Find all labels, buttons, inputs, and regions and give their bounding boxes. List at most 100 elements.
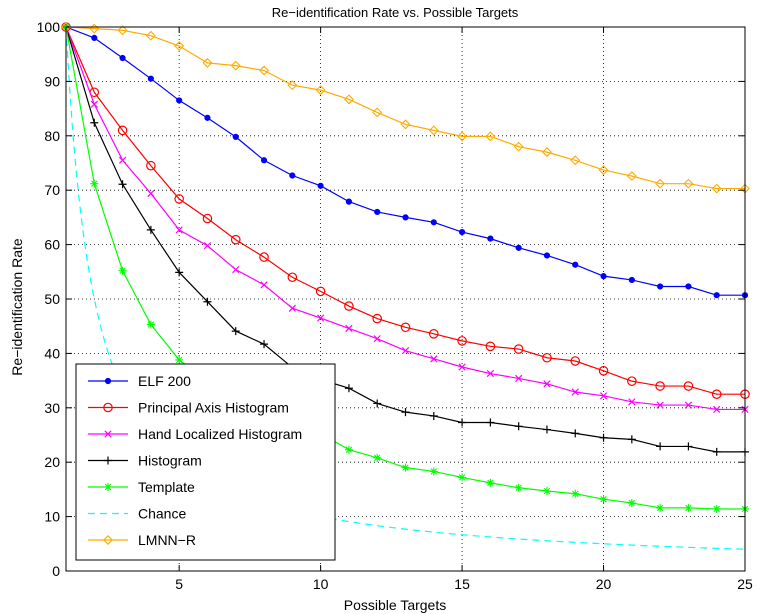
data-point <box>428 125 439 136</box>
data-point <box>146 320 155 329</box>
y-axis-title: Re−identification Rate <box>9 238 25 376</box>
data-point <box>543 252 551 259</box>
data-point <box>571 388 579 396</box>
data-point <box>259 252 269 262</box>
data-point <box>712 504 721 513</box>
series-line <box>65 26 745 395</box>
data-point <box>372 313 383 324</box>
legend-item: Histogram <box>88 453 202 469</box>
data-point <box>90 100 98 108</box>
data-point <box>542 487 551 496</box>
data-point <box>118 180 127 189</box>
data-point <box>598 165 609 176</box>
data-point <box>429 467 438 476</box>
legend-label: Histogram <box>138 453 202 469</box>
data-point <box>175 268 184 277</box>
data-point <box>231 327 240 336</box>
data-point <box>457 336 467 346</box>
legend-marker <box>104 483 112 491</box>
data-point <box>684 503 693 512</box>
y-tick-label: 50 <box>44 291 60 307</box>
data-point <box>515 374 523 383</box>
legend-label: Principal Axis Histogram <box>138 400 289 416</box>
data-point <box>485 341 496 352</box>
data-point <box>599 495 608 504</box>
data-point <box>146 160 156 171</box>
y-tick-label: 40 <box>44 345 60 361</box>
legend-marker <box>104 456 112 465</box>
data-point <box>628 398 636 406</box>
data-point <box>487 235 494 242</box>
legend-item: Hand Localized Histogram <box>88 426 302 442</box>
data-point <box>570 356 581 366</box>
legend-box <box>75 363 336 561</box>
legend-label: LMNN−R <box>138 532 196 548</box>
y-tick-label: 90 <box>44 73 60 89</box>
x-tick-label: 25 <box>737 576 753 592</box>
data-point <box>232 265 240 274</box>
legend-item: LMNN−R <box>88 532 196 548</box>
y-tick-label: 10 <box>44 509 60 525</box>
data-point <box>570 155 581 166</box>
data-point <box>627 499 636 507</box>
data-point <box>626 171 637 182</box>
data-point <box>288 304 296 312</box>
data-point <box>571 489 580 498</box>
data-point <box>345 198 353 205</box>
data-point <box>230 234 241 245</box>
series-6 <box>61 22 750 194</box>
legend-marker <box>104 377 112 385</box>
data-point <box>118 156 127 164</box>
x-tick-label: 20 <box>596 576 612 592</box>
data-point <box>343 94 354 105</box>
data-point <box>146 225 155 234</box>
data-point <box>713 292 720 299</box>
legend-marker <box>103 535 113 545</box>
data-point <box>373 453 382 462</box>
data-point <box>401 347 410 355</box>
data-point <box>175 226 183 234</box>
legend-label: ELF 200 <box>138 373 191 389</box>
data-point <box>599 392 608 400</box>
data-point <box>176 97 183 104</box>
data-point <box>513 344 524 354</box>
data-point <box>317 314 325 322</box>
data-point <box>458 363 466 371</box>
legend-item: ELF 200 <box>88 373 191 389</box>
data-point <box>711 389 722 399</box>
legend-item: Template <box>88 479 195 495</box>
data-point <box>372 107 383 118</box>
legend-label: Template <box>138 479 195 495</box>
data-point <box>486 418 495 427</box>
data-point <box>147 189 155 198</box>
data-point <box>514 422 523 431</box>
y-tick-label: 20 <box>44 454 60 470</box>
data-point <box>684 401 693 409</box>
data-point <box>90 179 99 188</box>
data-point <box>317 182 324 189</box>
data-point <box>458 473 467 482</box>
data-point <box>712 447 721 456</box>
data-point <box>401 463 410 472</box>
data-point <box>203 242 212 250</box>
data-point <box>315 85 326 96</box>
data-point <box>485 131 496 142</box>
data-point <box>145 30 156 41</box>
data-point <box>486 478 495 487</box>
data-point <box>684 442 693 451</box>
data-point <box>260 157 268 164</box>
data-point <box>344 384 353 393</box>
data-point <box>401 408 410 417</box>
data-point <box>287 80 298 91</box>
data-point <box>118 266 127 275</box>
data-point <box>90 118 99 127</box>
data-point <box>119 54 126 62</box>
data-point <box>542 352 552 363</box>
legend-marker <box>103 402 113 413</box>
data-point <box>287 272 298 283</box>
data-point <box>203 297 212 306</box>
data-point <box>515 244 522 251</box>
legend: ELF 200 Principal Axis Histogram Hand Loca… <box>75 363 336 561</box>
y-tick-label: 100 <box>37 19 61 35</box>
